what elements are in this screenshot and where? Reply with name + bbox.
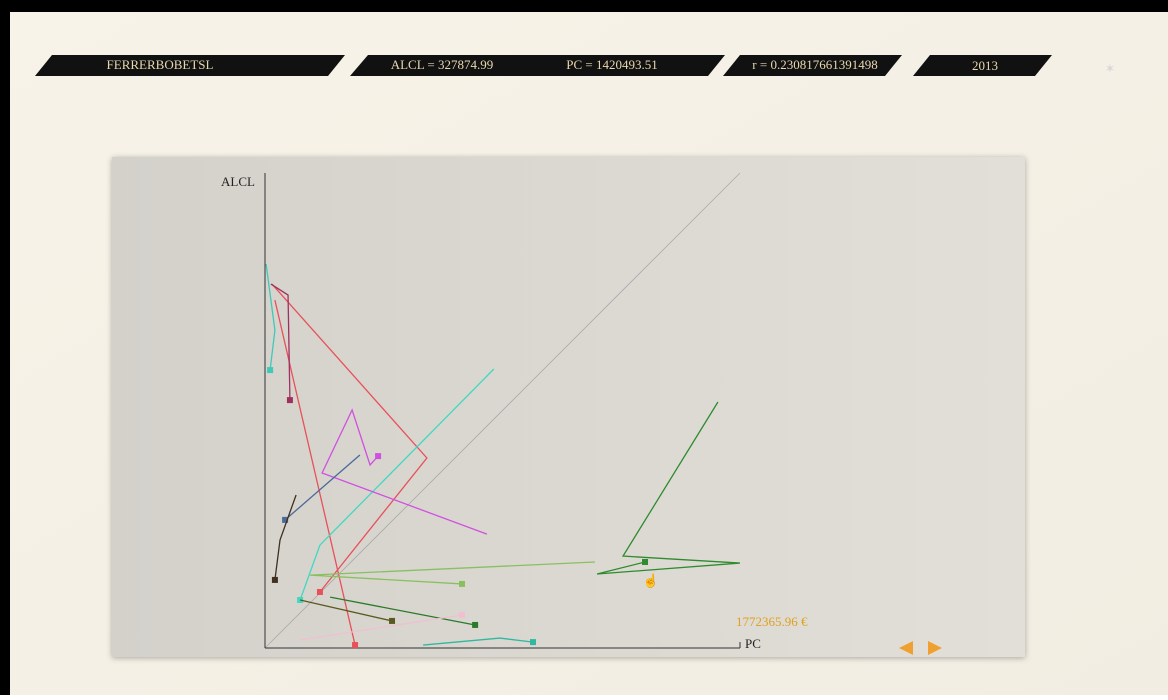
endpoint — [286, 397, 293, 404]
endpoint — [282, 516, 289, 523]
trajectory — [274, 299, 356, 646]
banner — [350, 55, 725, 76]
cursor: ☝ — [643, 572, 659, 589]
endpoint — [267, 367, 274, 374]
trajectory — [274, 494, 297, 581]
x-max-label: 1772365.96 € — [736, 614, 808, 629]
banner — [35, 55, 345, 76]
trajectory — [284, 454, 361, 521]
banner — [723, 55, 902, 76]
logo: ✶ — [1105, 61, 1116, 76]
trajectory — [321, 408, 488, 535]
endpoint — [352, 642, 359, 649]
trajectory — [270, 283, 291, 401]
trajectory — [265, 263, 276, 371]
endpoint — [530, 639, 537, 646]
pc-value: PC = 1420493.51 — [566, 57, 657, 72]
alcl-value: ALCL = 327874.99 — [391, 57, 494, 72]
trajectory — [299, 368, 495, 601]
plot — [265, 263, 740, 649]
endpoint — [458, 580, 465, 587]
trajectory — [596, 401, 740, 575]
y-axis-label: ALCL — [221, 174, 255, 189]
prev-button[interactable] — [899, 641, 913, 655]
trajectory — [309, 561, 595, 585]
diagonal — [264, 172, 741, 649]
trajectory — [423, 637, 534, 646]
chart-panel — [112, 157, 1025, 657]
endpoint — [472, 621, 479, 628]
endpoint — [389, 617, 396, 624]
trajectory — [299, 599, 393, 622]
company: FERRERBOBETSL — [107, 57, 214, 72]
year: 2013 — [972, 58, 998, 73]
x-axis-label: PC — [745, 636, 761, 651]
trajectory — [271, 283, 428, 593]
endpoint — [271, 576, 278, 583]
endpoint — [375, 453, 382, 460]
left-bar — [0, 0, 10, 695]
correlation: r = 0.230817661391498 — [752, 57, 877, 72]
banner — [913, 55, 1052, 76]
endpoint — [458, 612, 465, 619]
trajectory — [330, 596, 476, 626]
trajectory — [300, 614, 463, 641]
top-bar — [0, 0, 1168, 12]
endpoint — [316, 588, 323, 595]
next-button[interactable] — [928, 641, 942, 655]
endpoint — [642, 558, 649, 565]
